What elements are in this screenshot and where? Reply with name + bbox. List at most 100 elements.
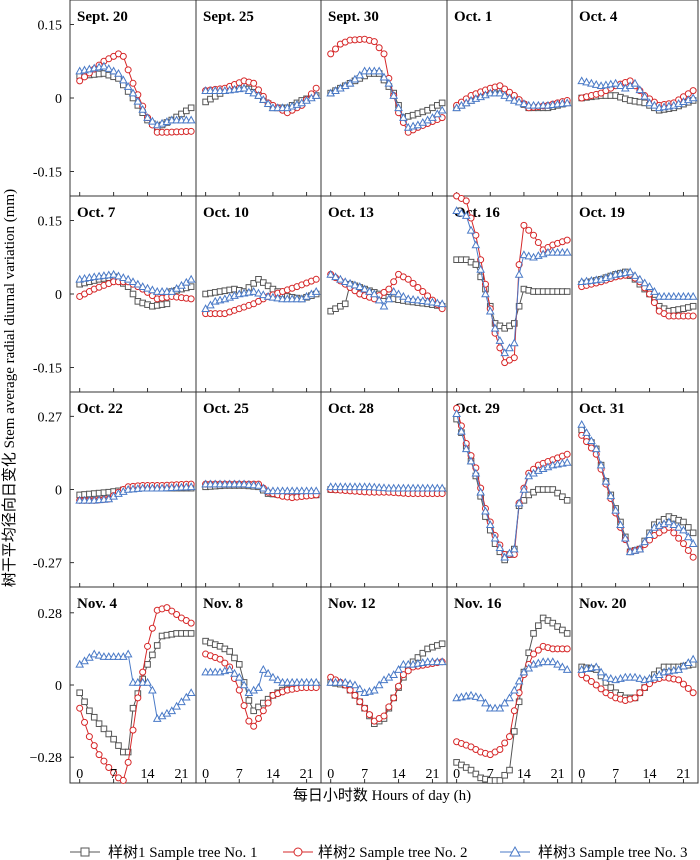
- panel-title: Oct. 13: [328, 205, 374, 221]
- panel-title: Nov. 16: [454, 596, 502, 612]
- data-point: [129, 79, 137, 87]
- data-point: [437, 483, 447, 492]
- legend-label-2: 样树2 Sample tree No. 2: [318, 844, 468, 860]
- data-point: [114, 68, 123, 77]
- panel-title: Oct. 1: [454, 9, 492, 25]
- data-point: [419, 649, 427, 657]
- data-point: [689, 302, 697, 310]
- data-point: [519, 250, 529, 259]
- data-point: [563, 645, 571, 653]
- x-tick-label: 7: [236, 767, 243, 782]
- data-point: [500, 348, 510, 357]
- y-ticks-layer: 0.15 0 -0.15 0.15 0 -0.15 0.27 0 -0.27 0.28 0 −0.28: [30, 19, 62, 767]
- data-point: [591, 662, 601, 671]
- data-point: [341, 300, 349, 308]
- data-point: [530, 630, 537, 637]
- data-point: [635, 544, 645, 553]
- data-point: [134, 694, 142, 702]
- data-point: [138, 282, 148, 290]
- x-tick-label: 21: [551, 767, 565, 782]
- data-point: [385, 285, 393, 293]
- data-point: [620, 533, 630, 542]
- data-point: [245, 717, 253, 725]
- data-point: [519, 484, 529, 493]
- data-point: [495, 336, 505, 344]
- data-point: [379, 483, 389, 492]
- data-point: [264, 699, 272, 707]
- data-point: [99, 61, 109, 70]
- x-tick-label: 7: [487, 767, 494, 782]
- x-axis-title: 每日小时数 Hours of day (h): [293, 787, 471, 804]
- series-line: [456, 413, 568, 558]
- x-tick-label: 14: [266, 767, 280, 782]
- data-point: [674, 522, 683, 531]
- data-point: [505, 693, 514, 702]
- data-point: [110, 769, 118, 777]
- data-point: [419, 288, 427, 296]
- data-point: [365, 482, 374, 491]
- y-tick-label: -0.27: [33, 557, 62, 572]
- data-point: [76, 77, 84, 85]
- data-point: [109, 269, 118, 278]
- panel: Oct. 13: [320, 195, 448, 393]
- data-point: [679, 540, 687, 548]
- data-point: [124, 758, 132, 766]
- data-point: [95, 720, 103, 727]
- data-point: [239, 479, 249, 488]
- data-point: [534, 646, 542, 654]
- data-point: [457, 426, 466, 435]
- y-tick-label: 0: [55, 679, 62, 694]
- data-point: [404, 275, 412, 283]
- x-tick-label: 21: [676, 767, 690, 782]
- data-point: [476, 693, 486, 702]
- data-point: [129, 726, 137, 734]
- x-tick-label: 0: [327, 767, 334, 782]
- x-ticks-layer: 0 7 14 21 0 7 14 21 0 7 14 21 0 7 14 21 0 7 14 21: [76, 767, 690, 782]
- data-point: [559, 493, 566, 501]
- data-point: [186, 688, 196, 697]
- data-point: [118, 273, 128, 281]
- y-tick-label: 0: [55, 92, 62, 107]
- data-point: [144, 642, 152, 650]
- data-point: [201, 304, 210, 312]
- data-point: [258, 664, 268, 673]
- data-point: [409, 279, 417, 287]
- data-point: [549, 486, 557, 493]
- data-point: [630, 271, 640, 279]
- data-point: [345, 278, 355, 287]
- data-point: [163, 300, 171, 308]
- data-point: [163, 604, 171, 612]
- panel-title: Sept. 30: [328, 9, 379, 25]
- data-point: [650, 299, 658, 307]
- data-point: [501, 739, 509, 747]
- data-point: [234, 672, 244, 681]
- data-point: [369, 685, 379, 694]
- data-point: [311, 677, 321, 686]
- data-point: [680, 518, 687, 526]
- data-point: [592, 681, 600, 689]
- data-point: [181, 692, 191, 701]
- panel: Nov. 20: [571, 586, 699, 784]
- data-point: [336, 274, 345, 283]
- data-point: [133, 279, 143, 288]
- data-point: [239, 83, 249, 92]
- data-point: [350, 680, 360, 689]
- x-tick-label: 0: [76, 767, 83, 782]
- data-point: [423, 296, 432, 305]
- panel-frame: [320, 0, 448, 197]
- data-point: [374, 66, 384, 75]
- data-point: [461, 444, 471, 453]
- data-point: [472, 261, 480, 268]
- data-point: [360, 284, 369, 293]
- data-point: [548, 657, 558, 666]
- panel: Oct. 22: [69, 391, 197, 588]
- data-point: [105, 730, 113, 738]
- panel: Sept. 25: [195, 0, 322, 197]
- data-point: [577, 76, 587, 85]
- series-line: [456, 408, 568, 555]
- data-point: [514, 498, 524, 507]
- data-point: [466, 225, 476, 234]
- panel-title: Oct. 10: [203, 205, 249, 221]
- y-tick-label: 0.15: [38, 215, 63, 230]
